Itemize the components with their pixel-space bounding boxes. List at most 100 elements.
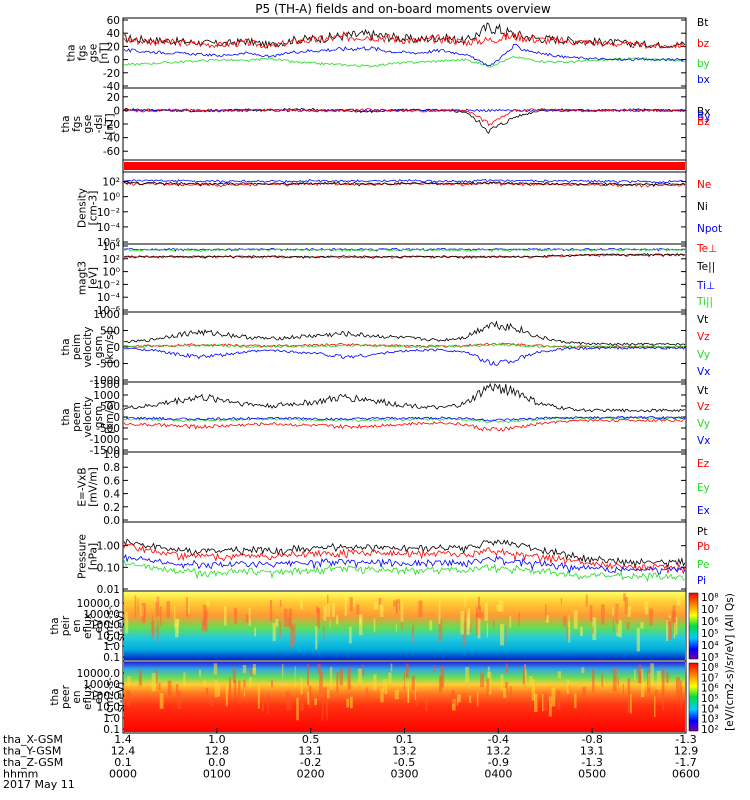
spectrogram-streak xyxy=(293,624,296,643)
y-axis-label: peim xyxy=(71,334,83,360)
y-tick-label: 10⁻⁴ xyxy=(97,292,120,304)
y-axis-label: tha xyxy=(60,338,72,355)
spectrogram-streak xyxy=(416,692,418,707)
spectrogram-streak xyxy=(407,680,410,703)
spectrogram-streak xyxy=(469,695,472,703)
state-bar xyxy=(124,162,685,170)
legend-Vx: Vx xyxy=(697,366,710,378)
series-Vy-line xyxy=(123,343,686,349)
spectrogram-streak xyxy=(174,606,176,628)
legend-Bt: Bt xyxy=(697,17,708,29)
colorbar-tick-label: 10⁷ xyxy=(701,604,719,616)
spectrogram-streak xyxy=(275,618,279,627)
y-tick-label: 10⁰ xyxy=(102,267,120,279)
spectrogram-streak xyxy=(242,664,247,674)
x-row-value: -0.5 xyxy=(394,756,415,769)
spectrogram-streak xyxy=(548,696,552,717)
colorbar-tick-label: 10⁶ xyxy=(701,683,719,695)
spectrogram-streak xyxy=(509,686,512,696)
y-axis-label: [nPa] xyxy=(88,543,100,570)
y-axis-label: peer xyxy=(60,684,72,709)
spectrogram-streak xyxy=(175,623,179,638)
spectrogram-streak xyxy=(218,683,221,697)
panel-frame xyxy=(122,381,687,453)
y-axis-label: gse xyxy=(82,115,94,134)
y-tick-label: 0.2 xyxy=(103,502,120,514)
spectrogram-streak xyxy=(487,666,490,679)
spectrogram-streak xyxy=(186,597,189,617)
spectrogram-streak xyxy=(612,617,615,632)
spectrogram-streak xyxy=(592,669,595,693)
x-row-label: tha_X-GSM xyxy=(3,733,63,746)
legend-Ti: Ti⊥ xyxy=(696,280,715,292)
spectrogram-streak xyxy=(202,616,206,631)
spectrogram-streak xyxy=(243,687,246,697)
spectrogram-streak xyxy=(478,605,481,619)
spectrogram-streak xyxy=(640,622,644,629)
spectrogram-streak xyxy=(315,626,318,650)
y-tick-label: 20 xyxy=(107,92,120,104)
x-row-label: hhmm xyxy=(3,768,38,781)
x-row-value: -1.7 xyxy=(675,756,696,769)
y-tick-label: 10⁰ xyxy=(102,192,120,204)
spectrogram-streak xyxy=(486,678,490,696)
spectrogram-streak xyxy=(300,677,303,695)
spectrogram-streak xyxy=(509,615,512,628)
spectrogram-streak xyxy=(627,695,632,713)
legend-Vy: Vy xyxy=(697,349,710,361)
spectrogram-streak xyxy=(175,684,179,696)
spectrogram-streak xyxy=(680,687,682,710)
spectrogram-streak xyxy=(477,617,481,639)
y-axis-label: tha xyxy=(60,115,72,132)
y-tick-label: 0 xyxy=(113,412,120,424)
spectrogram-streak xyxy=(317,663,321,674)
y-tick-label: 0 xyxy=(113,105,120,117)
spectrogram-streak xyxy=(644,601,649,615)
spectrogram-streak xyxy=(349,597,353,612)
y-tick-label: 500 xyxy=(100,326,120,338)
panel-efield: E=-VxB [mV/m]1.00.80.6 0.40.20.0 Ez Ey Ex xyxy=(77,449,710,527)
spectrogram-streak xyxy=(612,667,617,692)
y-tick-label: 1.00 xyxy=(97,541,120,553)
legend-Bx: Bx xyxy=(697,106,710,118)
y-axis-label: eV xyxy=(93,689,105,703)
spectrogram-streak xyxy=(545,615,549,623)
spectrogram-streak xyxy=(438,600,441,625)
x-row-value: 0300 xyxy=(391,768,419,781)
y-tick-label: -1000 xyxy=(89,375,120,387)
spectrogram-streak xyxy=(153,595,158,602)
y-axis-label: eflux xyxy=(82,684,94,710)
spectrogram-streak xyxy=(476,691,479,707)
spectrogram-streak xyxy=(630,693,632,714)
series-Ti-line xyxy=(123,248,686,253)
y-tick-label: 10⁴ xyxy=(102,241,120,253)
y-axis-label: Density xyxy=(77,188,89,228)
spectrogram-streak xyxy=(380,688,384,703)
legend-Ey: Ey xyxy=(697,482,710,494)
colorbar-tick-label: 10⁸ xyxy=(701,662,719,674)
spectrogram-streak xyxy=(151,620,155,637)
y-axis-label: gsm xyxy=(93,406,105,428)
spectrogram-streak xyxy=(414,683,417,701)
x-row-value: -0.2 xyxy=(300,756,321,769)
colorbar xyxy=(688,592,699,660)
legend-Pe: Pe xyxy=(697,559,709,571)
colorbar-tick-label: 10⁷ xyxy=(701,672,719,684)
spectrogram-image xyxy=(124,592,685,660)
spectrogram-streak xyxy=(323,605,327,621)
spectrogram-streak xyxy=(624,596,629,615)
y-axis-label: [nT] xyxy=(99,42,111,63)
spectrogram-streak xyxy=(291,623,294,631)
spectrogram-streak xyxy=(451,698,456,711)
spectrogram-streak xyxy=(366,687,368,696)
spectrogram-streak xyxy=(592,627,594,634)
y-axis-label: [nT] xyxy=(104,113,116,134)
legend-Vx: Vx xyxy=(697,435,710,447)
spectrogram-streak xyxy=(627,606,632,617)
legend-Bz: Bz xyxy=(697,116,710,128)
spectrogram-streak xyxy=(300,693,304,711)
panel-frame xyxy=(122,17,687,89)
y-axis-label: gse xyxy=(88,44,100,63)
